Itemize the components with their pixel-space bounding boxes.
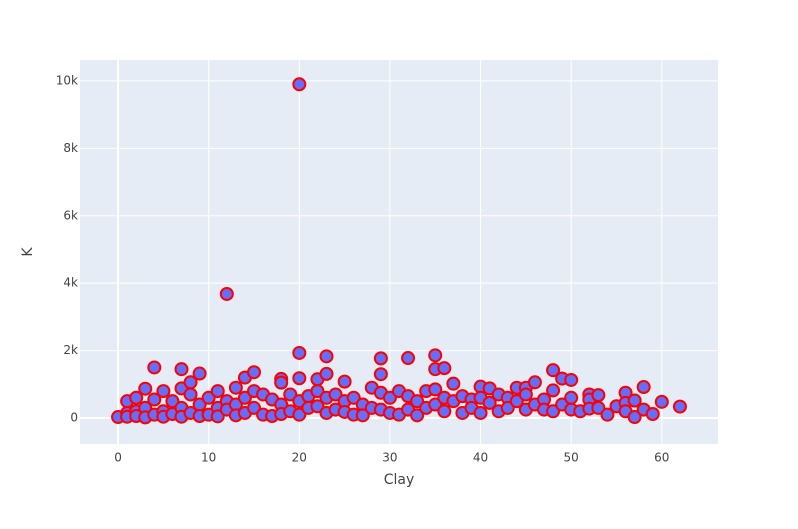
point: [346, 390, 361, 405]
point: [156, 384, 171, 399]
point: [546, 383, 561, 398]
x-tick-label: 60: [654, 451, 669, 465]
point: [410, 408, 425, 423]
point: [546, 363, 561, 378]
point: [654, 394, 669, 409]
point: [672, 399, 687, 414]
point: [292, 407, 307, 422]
y-tick-label: 4k: [63, 276, 78, 290]
point: [527, 375, 542, 390]
y-tick-label: 6k: [63, 208, 78, 222]
point: [591, 388, 606, 403]
y-tick-label: 10k: [56, 73, 78, 87]
point: [292, 371, 307, 386]
point: [210, 384, 225, 399]
point: [283, 387, 298, 402]
point: [228, 380, 243, 395]
x-axis-title: Clay: [384, 472, 415, 488]
point: [482, 395, 497, 410]
point: [564, 372, 579, 387]
point: [219, 286, 234, 301]
point: [645, 406, 660, 421]
x-tick-label: 30: [382, 451, 397, 465]
point: [564, 390, 579, 405]
point: [247, 365, 261, 380]
point: [437, 361, 452, 376]
point: [237, 390, 252, 405]
point: [183, 387, 198, 402]
point: [373, 367, 388, 382]
point: [373, 351, 388, 366]
point: [247, 400, 261, 415]
x-tick-label: 50: [564, 451, 579, 465]
x-tick-label: 40: [473, 451, 488, 465]
point: [174, 362, 189, 377]
point: [147, 360, 162, 375]
point: [627, 393, 642, 408]
point: [636, 380, 651, 395]
point: [401, 351, 416, 366]
point: [337, 374, 352, 389]
point: [310, 399, 325, 414]
point: [627, 410, 642, 425]
point: [319, 366, 334, 381]
y-tick-label: 8k: [63, 141, 78, 155]
point: [138, 381, 153, 396]
point: [355, 408, 370, 423]
x-tick-label: 0: [114, 451, 122, 465]
point: [428, 348, 443, 363]
point: [428, 397, 443, 412]
point: [428, 382, 443, 397]
x-tick-label: 10: [201, 451, 216, 465]
point: [500, 400, 515, 415]
point: [473, 405, 488, 420]
point: [546, 404, 561, 419]
point: [600, 407, 615, 422]
point: [210, 409, 225, 424]
point: [274, 375, 289, 390]
point: [410, 394, 425, 409]
point: [446, 376, 461, 391]
point: [292, 345, 307, 360]
point: [319, 349, 334, 364]
point: [437, 404, 452, 419]
point: [192, 366, 207, 381]
point: [201, 390, 216, 405]
x-tick-label: 20: [292, 451, 307, 465]
point: [518, 387, 533, 402]
point: [147, 392, 162, 407]
point: [310, 384, 325, 399]
point: [129, 390, 144, 405]
point: [328, 387, 343, 402]
point: [292, 77, 307, 92]
y-tick-label: 0: [70, 411, 78, 425]
y-tick-label: 2k: [63, 343, 78, 357]
y-axis-title: K: [20, 247, 36, 257]
points: [111, 77, 687, 425]
point: [509, 394, 524, 409]
point: [382, 390, 397, 405]
point: [591, 400, 606, 415]
